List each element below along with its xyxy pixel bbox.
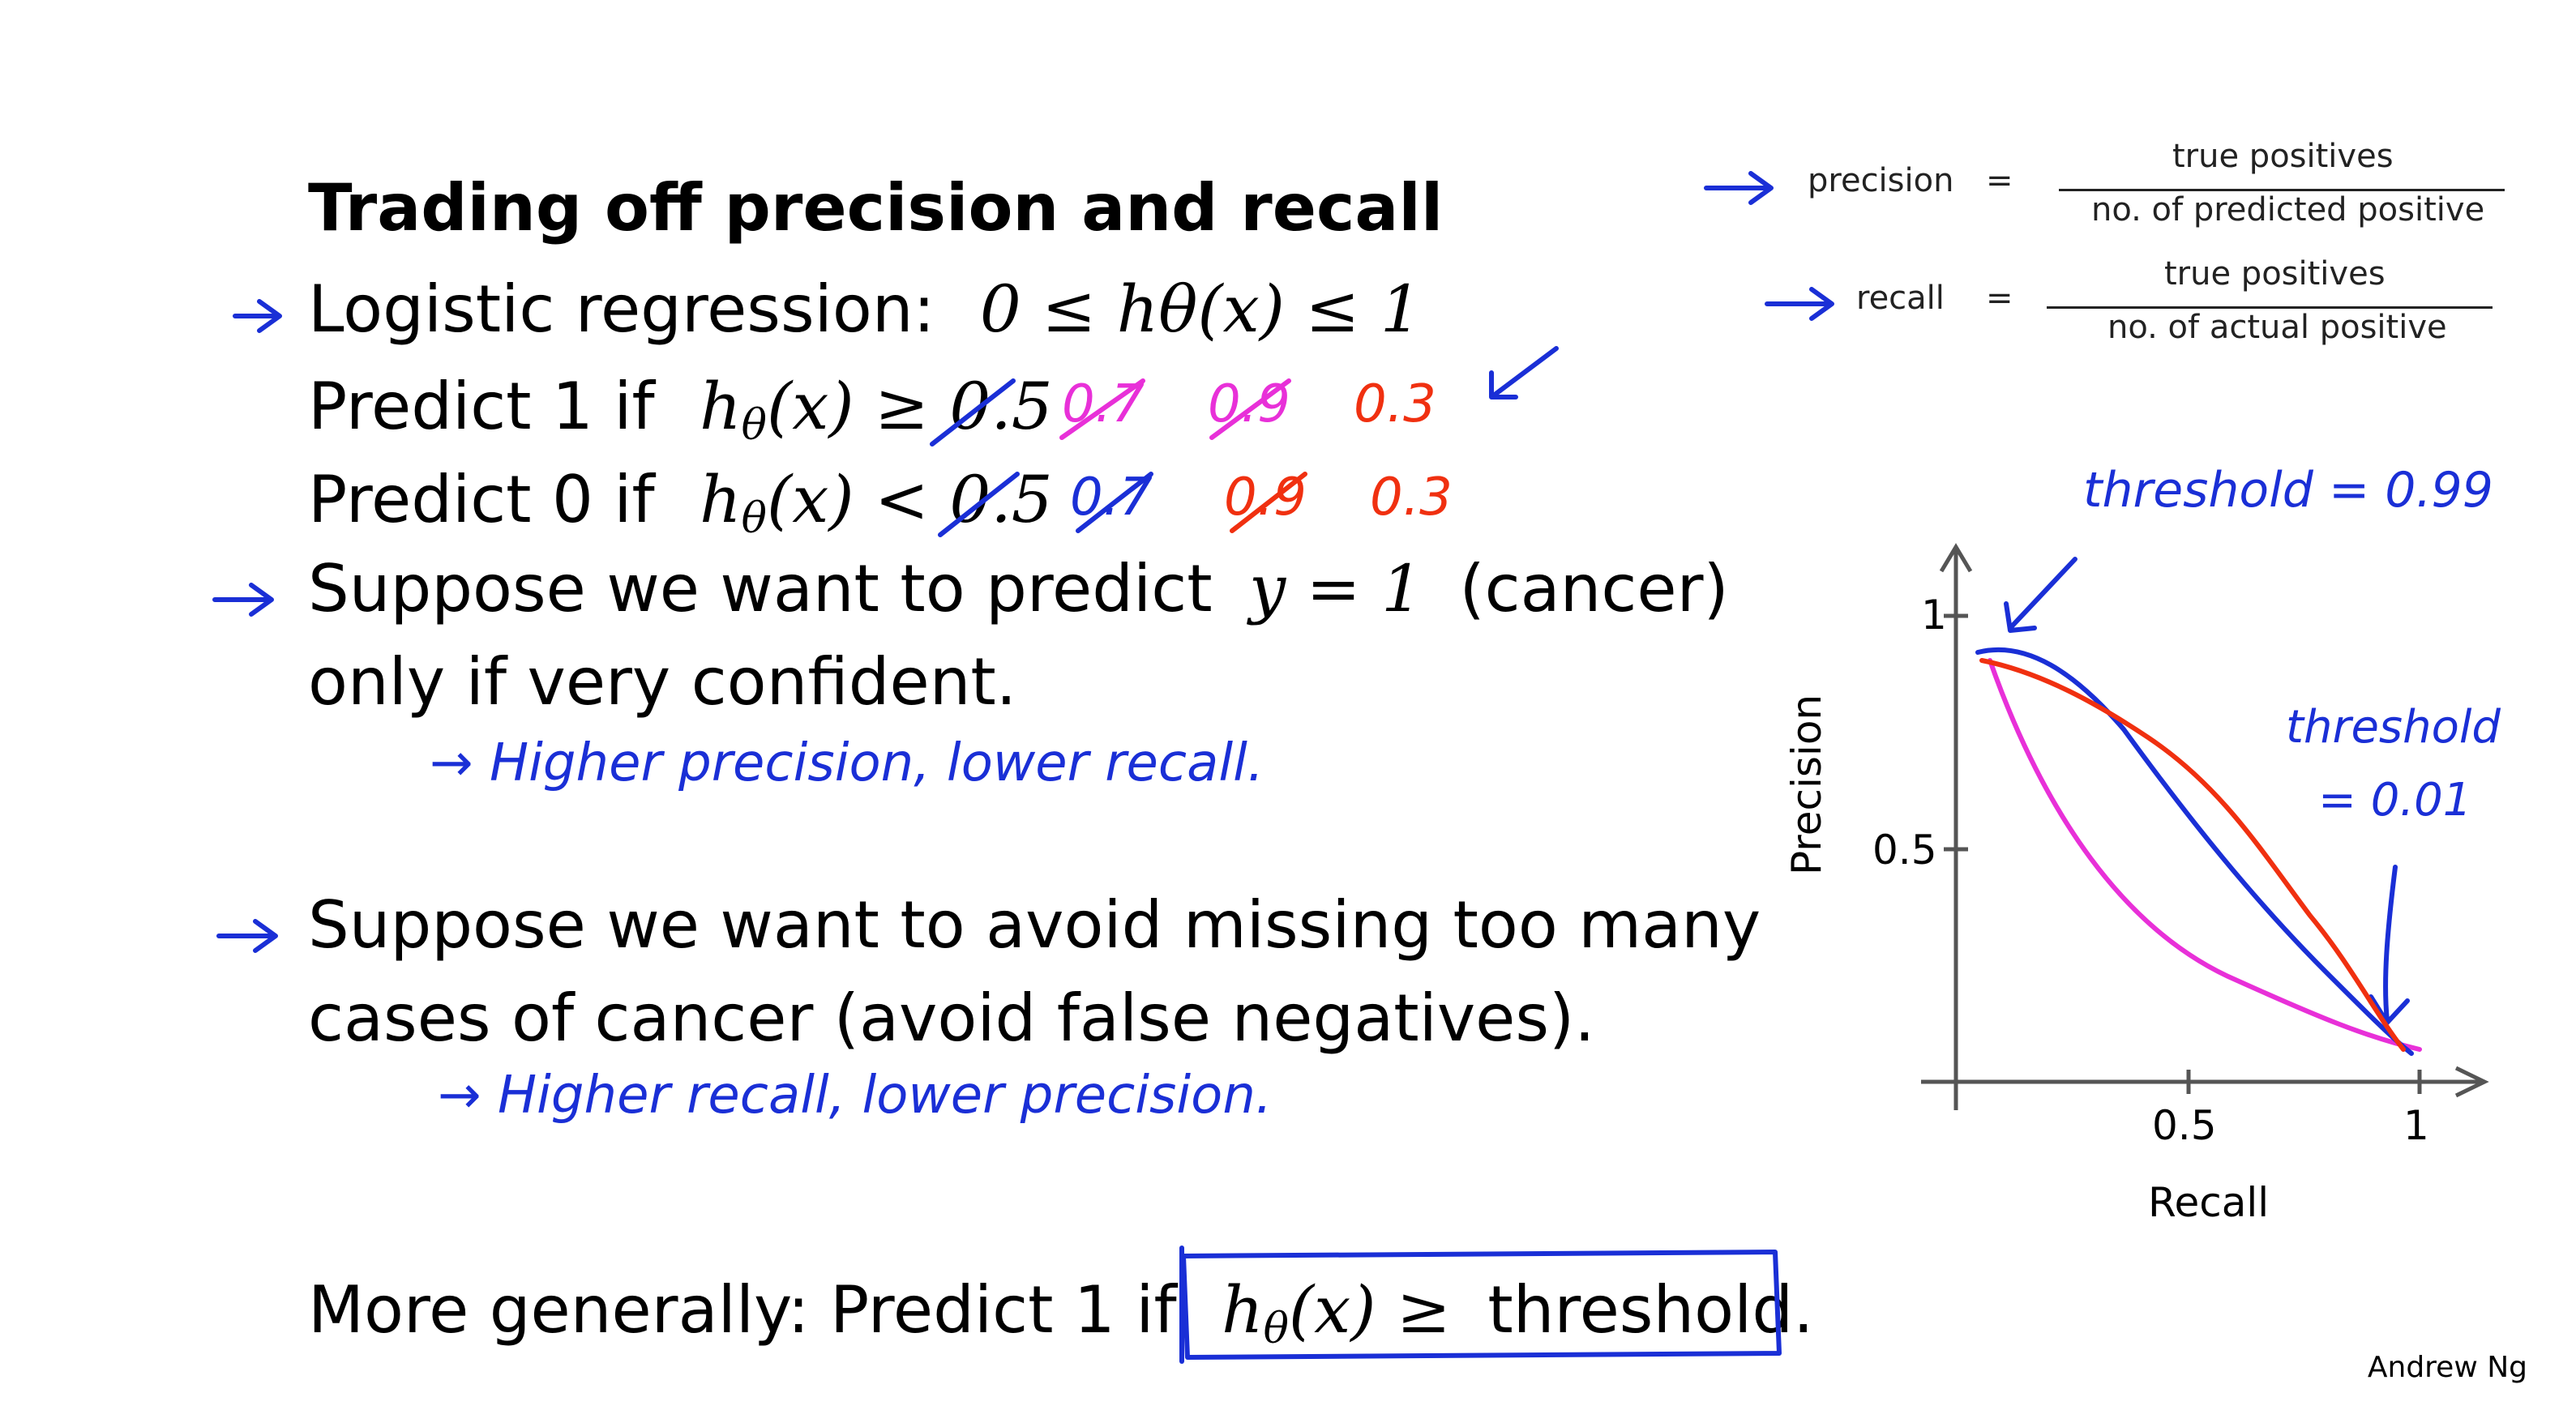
general-theta: θ <box>1263 1305 1289 1353</box>
strike-mark-icon <box>1209 378 1291 440</box>
predict1-rest: (x) ≥ 0.5 <box>766 369 1053 444</box>
pr-curve-blue <box>1975 647 2414 1056</box>
threshold-low-arrow-icon <box>2368 865 2410 1025</box>
hand-p0-value-2: 0.9 <box>1224 468 1307 528</box>
chart-xtick-05: 0.5 <box>2152 1102 2217 1149</box>
predict1-h: h <box>700 369 742 444</box>
slide-title: Trading off precision and recall <box>308 170 1444 246</box>
chart-x-axis-arrow-icon <box>2454 1066 2489 1098</box>
suppose1-a: Suppose we want to predict <box>308 551 1213 626</box>
precision-denominator: no. of predicted positive <box>2091 191 2485 229</box>
hand-threshold-low-label: threshold <box>2286 701 2501 754</box>
chart-ytick-05: 0.5 <box>1872 827 1937 874</box>
threshold-box <box>1181 1250 1782 1360</box>
recall-numerator: true positives <box>2164 255 2386 293</box>
threshold-high-arrow-icon <box>2004 557 2077 633</box>
precision-arrow-icon <box>1704 171 1774 205</box>
strike-mark-icon <box>930 378 1016 446</box>
hand-threshold-high: threshold = 0.99 <box>2083 462 2493 519</box>
suppose2-b: cases of cancer (avoid false negatives). <box>308 981 1595 1056</box>
recall-fraction-bar <box>2047 306 2493 309</box>
hand-note-recall: → Higher recall, lower precision. <box>438 1066 1273 1126</box>
recall-arrow-icon <box>1765 287 1834 321</box>
precision-fraction-bar <box>2059 189 2505 191</box>
chart-xtick-1: 1 <box>2403 1102 2429 1149</box>
more-generally-line: More generally: Predict 1 if hθ(x) ≥ thr… <box>308 1272 1814 1353</box>
precision-numerator: true positives <box>2172 138 2394 175</box>
pr-curve-pink <box>1988 658 2422 1052</box>
predict-zero-line: Predict 0 if hθ(x) < 0.5 <box>308 462 1053 543</box>
suppose1-math: y = 1 <box>1249 551 1423 626</box>
predict1-label: Predict 1 if <box>308 369 655 444</box>
recall-denominator: no. of actual positive <box>2107 309 2447 346</box>
suppose1-c: only if very confident. <box>308 644 1017 720</box>
logistic-math: 0 ≤ hθ(x) ≤ 1 <box>979 271 1422 347</box>
pointer-arrow-icon <box>1489 346 1559 400</box>
logistic-label: Logistic regression: <box>308 271 935 347</box>
logistic-regression-line: Logistic regression: 0 ≤ hθ(x) ≤ 1 <box>308 271 1422 347</box>
precision-label: precision <box>1808 162 1954 199</box>
recall-equals: = <box>1986 280 2013 317</box>
general-h: h <box>1222 1272 1264 1348</box>
predict0-rest: (x) < 0.5 <box>766 462 1053 537</box>
bullet-arrow-icon <box>233 299 282 333</box>
precision-equals: = <box>1986 162 2013 199</box>
strike-mark-icon <box>938 472 1020 537</box>
strike-mark-icon <box>1059 378 1145 440</box>
chart-y-axis-arrow-icon <box>1939 543 1973 573</box>
general-threshold: threshold. <box>1487 1272 1814 1348</box>
author-credit: Andrew Ng <box>2367 1351 2527 1384</box>
hand-p0-value-3: 0.3 <box>1370 468 1453 528</box>
chart-xlabel: Recall <box>2148 1179 2270 1226</box>
predict0-theta: θ <box>741 494 767 543</box>
hand-threshold-low-value: = 0.01 <box>2318 774 2472 827</box>
suppose1-b: (cancer) <box>1459 551 1729 626</box>
suppose-one-line: Suppose we want to predict y = 1 (cancer… <box>308 551 1729 626</box>
hand-p1-value-3: 0.3 <box>1354 374 1436 434</box>
suppose2-a: Suppose we want to avoid missing too man… <box>308 887 1761 963</box>
recall-label: recall <box>1856 280 1945 317</box>
predict0-label: Predict 0 if <box>308 462 655 537</box>
general-rest: (x) ≥ <box>1288 1272 1451 1348</box>
hand-p1-value-1: 0.7 <box>1062 374 1145 434</box>
strike-mark-icon <box>1076 472 1153 533</box>
hand-p0-value-1: 0.7 <box>1070 468 1153 528</box>
predict1-theta: θ <box>741 401 767 450</box>
strike-mark-icon <box>1230 472 1307 533</box>
bullet-arrow-icon <box>212 583 274 617</box>
chart-ytick-1: 1 <box>1921 592 1947 639</box>
pr-curve-red <box>1979 658 2406 1052</box>
general-label: More generally: Predict 1 if <box>308 1272 1177 1348</box>
hand-p1-value-2: 0.9 <box>1208 374 1290 434</box>
predict-one-line: Predict 1 if hθ(x) ≥ 0.5 <box>308 369 1053 450</box>
bullet-arrow-icon <box>216 919 278 953</box>
hand-note-precision: → Higher precision, lower recall. <box>430 733 1264 793</box>
predict0-h: h <box>700 462 742 537</box>
